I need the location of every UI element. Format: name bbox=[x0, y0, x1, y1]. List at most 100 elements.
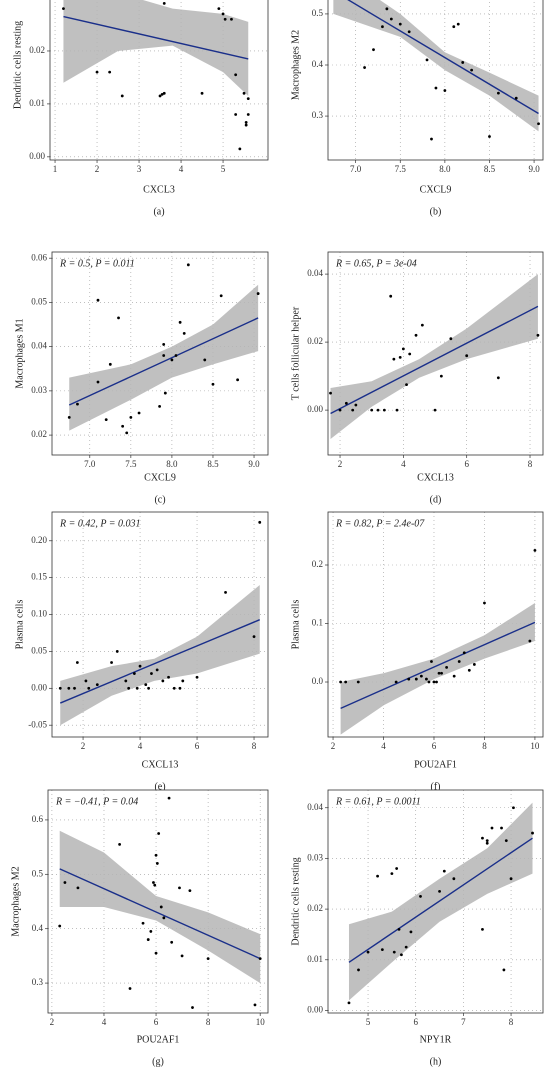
fit-line bbox=[59, 619, 261, 704]
data-point bbox=[211, 382, 215, 386]
data-point bbox=[514, 96, 518, 100]
data-point bbox=[63, 881, 67, 884]
data-point bbox=[67, 416, 71, 419]
data-point bbox=[258, 957, 262, 961]
fit-line bbox=[68, 317, 259, 406]
data-point bbox=[381, 25, 384, 29]
data-point bbox=[159, 905, 163, 909]
data-point bbox=[188, 889, 192, 893]
data-point bbox=[172, 686, 176, 690]
x-tick-label: 4 bbox=[138, 741, 143, 751]
data-point bbox=[62, 7, 65, 11]
annotation: R = 0.82, P = 2.4e-07 bbox=[335, 518, 425, 529]
data-point bbox=[376, 874, 379, 878]
x-tick-label: 10 bbox=[256, 1017, 266, 1027]
data-point bbox=[425, 58, 429, 62]
y-tick-label: 0.3 bbox=[32, 977, 44, 987]
y-tick-label: 0.02 bbox=[29, 45, 45, 55]
plot-content bbox=[339, 548, 537, 735]
data-point bbox=[392, 950, 396, 954]
x-tick-label: 7.5 bbox=[395, 164, 407, 174]
y-tick-label: 0.6 bbox=[32, 814, 44, 824]
y-tick-label: 0.00 bbox=[31, 682, 47, 692]
y-tick-label: 0.05 bbox=[31, 645, 47, 655]
y-tick-label: 0.4 bbox=[312, 59, 324, 69]
x-tick-label: 8 bbox=[528, 459, 533, 469]
data-point bbox=[440, 671, 443, 675]
y-tick-label: 0.06 bbox=[31, 252, 47, 262]
data-point bbox=[230, 17, 233, 21]
data-point bbox=[329, 391, 332, 395]
data-point bbox=[200, 91, 204, 95]
x-tick-label: 10 bbox=[530, 741, 540, 751]
data-point bbox=[234, 73, 238, 77]
confidence-band bbox=[60, 585, 260, 726]
x-tick-label: 9.0 bbox=[248, 459, 260, 469]
x-tick-label: 7.5 bbox=[125, 459, 137, 469]
data-point bbox=[252, 635, 256, 639]
y-axis-label: Dendritic cells resting bbox=[290, 857, 301, 945]
fit-line bbox=[59, 868, 261, 960]
data-point bbox=[144, 683, 148, 687]
data-point bbox=[158, 94, 162, 98]
data-point bbox=[452, 25, 456, 29]
data-point bbox=[470, 68, 474, 72]
y-axis-label: T cells follicular helper bbox=[290, 306, 301, 400]
data-point bbox=[488, 135, 491, 138]
plot-content bbox=[333, 0, 540, 141]
data-point bbox=[163, 391, 167, 395]
data-point bbox=[203, 358, 207, 362]
data-point bbox=[380, 948, 384, 952]
data-point bbox=[258, 520, 262, 524]
panel: 0.00 0.01 0.02 0.03 0.04 5 6 7 8 R = 0.61, P = 0.… bbox=[290, 789, 544, 1067]
data-point bbox=[419, 895, 422, 898]
data-point bbox=[438, 889, 441, 893]
data-point bbox=[244, 121, 248, 124]
data-point bbox=[128, 987, 132, 990]
data-point bbox=[162, 91, 166, 95]
y-axis-label: Plasma cells bbox=[14, 600, 25, 650]
y-tick-label: 0.00 bbox=[29, 151, 45, 161]
data-point bbox=[404, 945, 408, 949]
data-point bbox=[504, 839, 508, 843]
data-point bbox=[528, 639, 532, 643]
data-point bbox=[366, 950, 370, 954]
data-point bbox=[129, 416, 133, 419]
data-point bbox=[502, 968, 506, 972]
y-tick-label: 0.01 bbox=[29, 98, 45, 108]
x-tick-label: 6 bbox=[432, 741, 437, 751]
y-tick-label: 0.20 bbox=[31, 535, 47, 545]
panel: 0.00 0.02 0.04 2 4 6 8 R = 0.65, P = 3e-04 CXCL1… bbox=[290, 251, 544, 505]
data-point bbox=[95, 683, 99, 687]
data-point bbox=[408, 352, 412, 356]
data-point bbox=[389, 17, 393, 21]
data-point bbox=[160, 92, 164, 96]
data-point bbox=[430, 660, 433, 663]
data-point bbox=[154, 951, 158, 955]
x-axis-label: POU2AF1 bbox=[414, 759, 457, 770]
y-tick-label: 0.15 bbox=[31, 572, 47, 582]
fit-line bbox=[348, 837, 533, 963]
data-point bbox=[442, 869, 446, 873]
data-point bbox=[110, 661, 113, 664]
y-tick-label: 0.4 bbox=[32, 923, 44, 933]
data-point bbox=[253, 1003, 257, 1007]
data-point bbox=[434, 86, 438, 90]
data-point bbox=[76, 886, 80, 890]
panel: 0.3 0.4 0.5 0.6 2 4 6 8 10 R = −0.41, P = 0.04 POU… bbox=[10, 789, 269, 1067]
panel: 0.02 0.03 0.04 0.05 0.06 7.0 7.5 8.0 8.5 9.0 R = 0… bbox=[14, 251, 269, 505]
data-point bbox=[117, 316, 120, 320]
data-point bbox=[219, 294, 223, 298]
data-point bbox=[87, 686, 91, 690]
data-point bbox=[449, 337, 453, 341]
data-point bbox=[357, 968, 360, 972]
y-tick-label: 0.00 bbox=[307, 404, 323, 414]
data-point bbox=[246, 113, 250, 116]
data-point bbox=[76, 402, 79, 406]
data-point bbox=[405, 383, 408, 387]
data-point bbox=[161, 679, 165, 683]
plot-content bbox=[58, 796, 262, 1009]
data-point bbox=[115, 650, 119, 653]
panel: 0.3 0.4 0.5 7.0 7.5 8.0 8.5 9.0 CXCL9 Macrophages… bbox=[290, 0, 544, 217]
panel: 0.0 0.1 0.2 2 4 6 8 10 R = 0.82, P = 2.4e-07 POU2… bbox=[290, 511, 544, 792]
